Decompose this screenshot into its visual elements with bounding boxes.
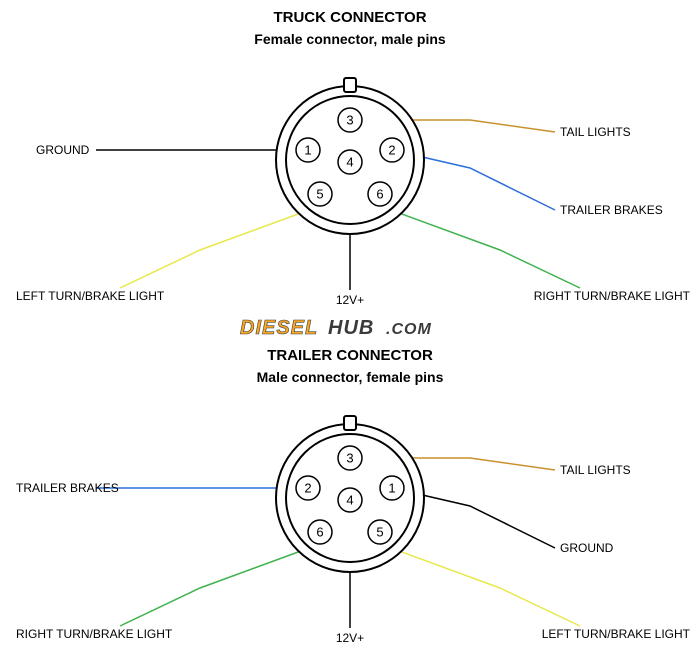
trailer-subtitle: Male connector, female pins	[257, 369, 444, 385]
logo: DIESEL HUB .COM	[240, 317, 432, 339]
trailer-pinlabel-5: 5	[376, 525, 383, 540]
trailer-pinlabel-6: 6	[316, 525, 323, 540]
svg-text:DIESEL: DIESEL	[240, 317, 318, 339]
trailer-title: TRAILER CONNECTOR	[267, 347, 433, 364]
truck-label-pin5: LEFT TURN/BRAKE LIGHT	[16, 289, 165, 303]
trailer-label-pin5: LEFT TURN/BRAKE LIGHT	[542, 627, 691, 641]
truck-pinlabel-1: 1	[304, 143, 311, 158]
svg-text:HUB: HUB	[328, 317, 374, 339]
truck-pinlabel-5: 5	[316, 187, 323, 202]
trailer-pinlabel-4: 4	[346, 493, 353, 508]
truck-label-pin3: TAIL LIGHTS	[560, 125, 631, 139]
truck-pinlabel-2: 2	[388, 143, 395, 158]
truck-subtitle: Female connector, male pins	[254, 31, 446, 47]
truck-label-pin6: RIGHT TURN/BRAKE LIGHT	[534, 289, 691, 303]
trailer-pinlabel-1: 1	[388, 481, 395, 496]
truck-label-pin1: GROUND	[36, 143, 90, 157]
trailer-pinlabel-2: 2	[304, 481, 311, 496]
trailer-label-pin2: TRAILER BRAKES	[16, 481, 119, 495]
connector-diagram: TRUCK CONNECTOR Female connector, male pi…	[0, 0, 700, 672]
trailer-pinlabel-3: 3	[346, 451, 353, 466]
trailer-label-pin3: TAIL LIGHTS	[560, 463, 631, 477]
svg-text:.COM: .COM	[386, 321, 432, 338]
trailer-label-pin1: GROUND	[560, 541, 614, 555]
truck-label-pin2: TRAILER BRAKES	[560, 203, 663, 217]
truck-pinlabel-4: 4	[346, 155, 353, 170]
trailer-label-pin4: 12V+	[336, 631, 364, 645]
truck-pinlabel-3: 3	[346, 113, 353, 128]
trailer-label-pin6: RIGHT TURN/BRAKE LIGHT	[16, 627, 173, 641]
truck-title: TRUCK CONNECTOR	[273, 9, 426, 26]
truck-label-pin4: 12V+	[336, 293, 364, 307]
truck-pinlabel-6: 6	[376, 187, 383, 202]
